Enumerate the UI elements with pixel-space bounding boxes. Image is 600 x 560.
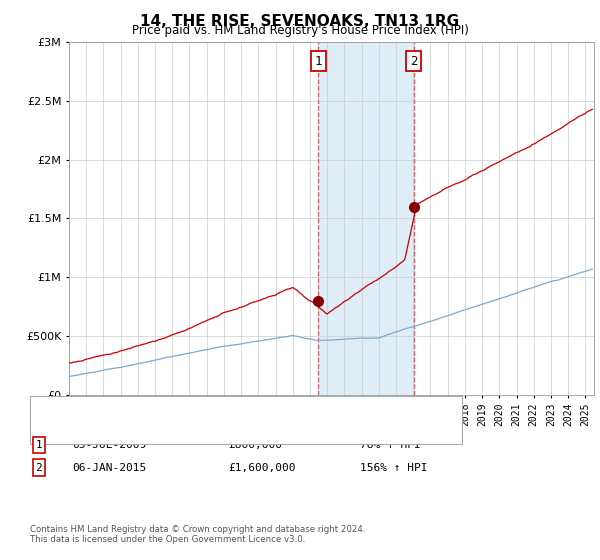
Bar — [319, 42, 413, 395]
Text: 1: 1 — [35, 440, 43, 450]
Text: 03-JUL-2009: 03-JUL-2009 — [72, 440, 146, 450]
Text: 14, THE RISE, SEVENOAKS, TN13 1RG: 14, THE RISE, SEVENOAKS, TN13 1RG — [140, 14, 460, 29]
Text: —: — — [45, 416, 63, 434]
Text: 2: 2 — [410, 55, 417, 68]
Text: 2: 2 — [35, 463, 43, 473]
Text: —: — — [45, 400, 63, 418]
Text: Price paid vs. HM Land Registry's House Price Index (HPI): Price paid vs. HM Land Registry's House … — [131, 24, 469, 37]
Text: 156% ↑ HPI: 156% ↑ HPI — [360, 463, 427, 473]
Text: 06-JAN-2015: 06-JAN-2015 — [72, 463, 146, 473]
Text: £800,000: £800,000 — [228, 440, 282, 450]
Text: 78% ↑ HPI: 78% ↑ HPI — [360, 440, 421, 450]
Text: Contains HM Land Registry data © Crown copyright and database right 2024.
This d: Contains HM Land Registry data © Crown c… — [30, 525, 365, 544]
Text: HPI: Average price, detached house, Sevenoaks: HPI: Average price, detached house, Seve… — [66, 420, 316, 430]
Text: 14, THE RISE, SEVENOAKS, TN13 1RG (detached house): 14, THE RISE, SEVENOAKS, TN13 1RG (detac… — [66, 404, 356, 414]
Text: £1,600,000: £1,600,000 — [228, 463, 296, 473]
Text: 1: 1 — [314, 55, 322, 68]
